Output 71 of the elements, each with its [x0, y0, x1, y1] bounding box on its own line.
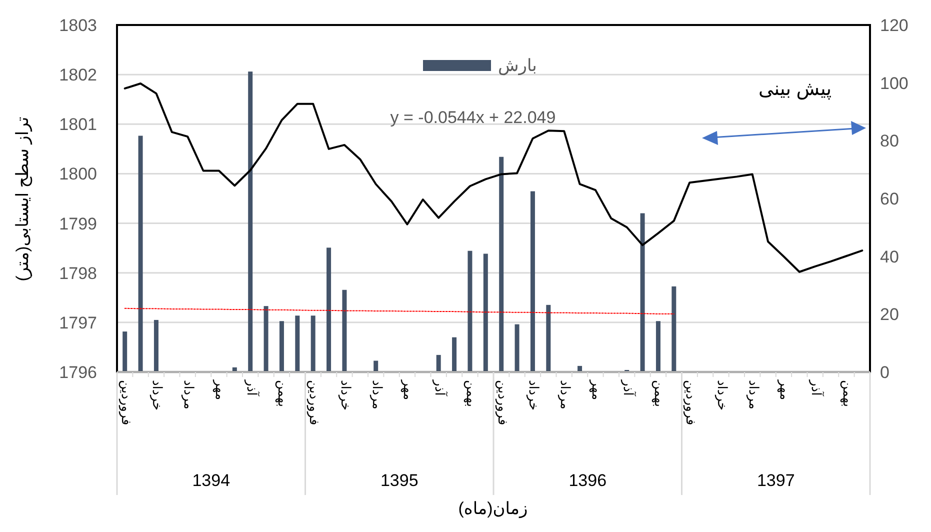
x-tick-label: خرداد	[337, 380, 354, 410]
y-tick-label: 1800	[59, 164, 97, 184]
text: 1397	[756, 471, 795, 490]
y2-tick-label: 100	[880, 74, 908, 93]
bar	[483, 254, 488, 372]
y-tick-label: 1802	[59, 66, 97, 85]
bar	[122, 332, 128, 372]
y2-tick-label: 60	[880, 190, 899, 208]
x-axis-title: زمان(ماه)	[458, 499, 528, 519]
text: 1395	[380, 471, 418, 490]
y-tick-label: 1799	[59, 214, 97, 234]
y-tick-label: 1797	[59, 313, 97, 332]
x-tick-label: فروردین	[682, 380, 699, 426]
bar	[374, 360, 378, 372]
x-tick-label: بهمن	[462, 380, 479, 408]
x-tick-label: فروردین	[118, 380, 134, 426]
y-tick-label: 1798	[59, 264, 97, 283]
x-tick-label: آذر	[620, 379, 637, 398]
bar	[656, 321, 660, 372]
x-tick-label: آذر	[432, 379, 449, 398]
x-tick-label: خرداد	[714, 380, 730, 410]
bar	[326, 248, 332, 372]
x-tick-label: مرداد	[180, 380, 197, 410]
x-tick-label: فروردین	[306, 380, 322, 426]
x-tick-label: مرداد	[557, 380, 574, 410]
line-series	[124, 82, 864, 273]
x-tick-label: بهمن	[651, 380, 668, 408]
x-tick-label: فروردین	[494, 380, 510, 426]
x-tick-label: مهر	[588, 379, 604, 400]
x-tick-label: مرداد	[745, 380, 762, 410]
text: 1396	[568, 471, 607, 490]
x-tick-label: آذر	[808, 379, 826, 398]
bar	[640, 213, 645, 372]
bar	[452, 337, 457, 372]
bar	[514, 324, 520, 372]
bar	[530, 191, 535, 372]
bar	[672, 286, 676, 372]
y2-tick-label: 0	[880, 363, 890, 382]
x-tick-label: بهمن	[839, 380, 856, 408]
bar	[248, 72, 253, 372]
bar	[279, 321, 284, 372]
bar	[154, 320, 158, 372]
bar	[264, 306, 268, 372]
bar	[436, 354, 441, 372]
x-tick-label: خرداد	[149, 380, 166, 410]
annotation: پیش بینی	[758, 79, 832, 100]
annotation: y = -0.0544x + 22.049	[390, 108, 556, 127]
x-tick-label: مهر	[776, 379, 793, 400]
bar	[546, 304, 551, 372]
bar	[342, 290, 347, 372]
bar	[499, 156, 504, 372]
y-tick-label: 1803	[59, 16, 97, 35]
text: 1394	[192, 471, 230, 490]
y-tick-label: 1796	[59, 363, 97, 382]
y-tick-label: 1801	[59, 115, 97, 134]
x-tick-label: مهر	[400, 379, 416, 400]
x-tick-label: مرداد	[368, 380, 385, 410]
y2-tick-label: 120	[880, 16, 908, 35]
x-tick-label: مهر	[212, 379, 228, 400]
x-tick-label: خرداد	[526, 380, 542, 410]
legend-label: بارش	[498, 56, 537, 76]
y-axis-title: تراز سطح ایستابی(متر)	[13, 116, 33, 282]
bar	[310, 316, 316, 372]
y2-tick-label: 20	[880, 305, 899, 324]
bar	[295, 316, 300, 372]
bar	[138, 136, 143, 372]
x-tick-label: بهمن	[274, 380, 291, 408]
y2-tick-label: 80	[880, 132, 899, 151]
x-tick-label: آذر	[243, 379, 260, 398]
bar	[468, 250, 472, 372]
y2-tick-label: 40	[880, 247, 899, 266]
